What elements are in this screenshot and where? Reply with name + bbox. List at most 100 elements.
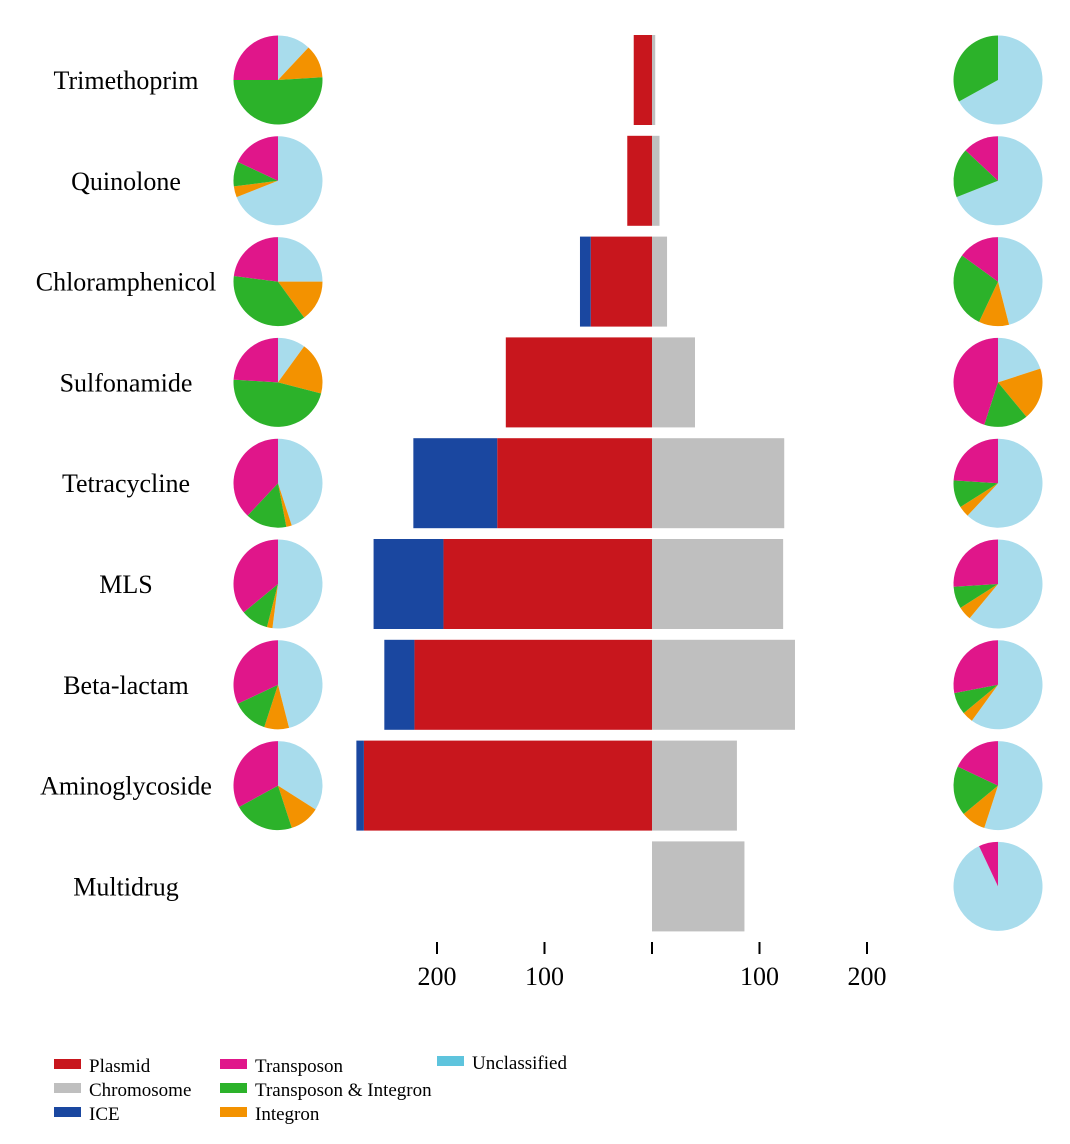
bar-quinolone-chromosome — [652, 135, 660, 226]
right-pie-sulfonamide-integron-slice — [998, 368, 1043, 417]
right-pie-beta-lactam-integron-slice — [963, 684, 998, 721]
right-pie-tetracycline-transposon-integron-slice — [953, 480, 998, 508]
left-pie-quinolone-unclassified-slice — [236, 136, 323, 226]
left-pie-tetracycline-transposon-integron-slice — [247, 483, 287, 528]
bar-mls-ice — [373, 539, 444, 629]
bar-chloramphenicol-ice — [579, 236, 591, 327]
bar-mls-chromosome — [652, 539, 784, 629]
left-pie-chloramphenicol-transposon-integron-slice — [233, 276, 305, 327]
legend-swatch-integron — [220, 1107, 247, 1117]
right-pie-trimethoprim-transposon-integron-slice — [953, 35, 998, 102]
bar-aminoglycoside-chromosome — [652, 740, 737, 831]
left-pie-beta-lactam-integron-slice — [264, 684, 290, 730]
bar-beta-lactam-chromosome — [652, 639, 795, 730]
left-pie-mls-unclassified-slice — [272, 539, 323, 629]
left-pie-sulfonamide-unclassified-slice — [278, 337, 305, 383]
right-pie-beta-lactam-unclassified-slice — [971, 640, 1043, 730]
left-pie-aminoglycoside-transposon-integron-slice — [239, 785, 292, 831]
category-labels-group: Trimethoprim Quinolone Chloramphenicol Sulf… — [36, 66, 217, 901]
category-label-mls: MLS — [99, 570, 152, 599]
left-pie-sulfonamide-integron-slice — [278, 346, 323, 394]
bar-tetracycline-plasmid — [497, 438, 652, 529]
right-pie-mls-transposon-integron-slice — [953, 584, 998, 608]
right-pie-chloramphenicol-integron-slice — [979, 281, 1010, 327]
right-pie-quinolone-transposon-integron-slice — [953, 150, 998, 198]
left-pie-tetracycline-unclassified-slice — [278, 438, 323, 526]
right-pie-multidrug-unclassified-slice — [953, 841, 1043, 931]
right-pie-sulfonamide-unclassified-slice — [998, 337, 1041, 383]
bar-beta-lactam-plasmid — [414, 639, 652, 730]
left-pie-chloramphenicol-integron-slice — [278, 281, 323, 318]
bars-group — [356, 35, 795, 932]
right-pie-tetracycline-transposon-slice — [953, 438, 998, 484]
bar-tetracycline-chromosome — [652, 438, 785, 529]
category-label-trimethoprim: Trimethoprim — [54, 66, 199, 95]
category-label-beta-lactam: Beta-lactam — [63, 671, 189, 700]
x-axis: 200 100 100 200 — [418, 942, 887, 991]
right-pie-multidrug-transposon-slice — [979, 841, 998, 887]
legend-label-transposon: Transposon — [255, 1056, 343, 1077]
right-pie-aminoglycoside-integron-slice — [963, 785, 998, 828]
left-pie-chloramphenicol-unclassified-slice — [278, 237, 323, 282]
bar-aminoglycoside-plasmid — [363, 740, 652, 831]
legend-swatch-transposon — [220, 1059, 247, 1069]
bar-quinolone-plasmid — [627, 135, 652, 226]
right-pie-chloramphenicol-transposon-integron-slice — [953, 255, 998, 322]
left-pie-quinolone-integron-slice — [233, 180, 278, 198]
category-label-multidrug: Multidrug — [73, 872, 178, 901]
right-pie-tetracycline-integron-slice — [960, 483, 998, 516]
right-pie-trimethoprim-unclassified-slice — [959, 35, 1043, 125]
bar-tetracycline-ice — [413, 438, 498, 529]
category-label-quinolone: Quinolone — [71, 167, 181, 196]
left-pie-tetracycline-integron-slice — [278, 483, 292, 527]
legend-label-integron: Integron — [255, 1104, 320, 1125]
left-pie-sulfonamide-transposon-integron-slice — [233, 379, 322, 427]
left-pie-trimethoprim-integron-slice — [278, 47, 323, 80]
right-pie-tetracycline-unclassified-slice — [967, 438, 1043, 528]
bar-mls-plasmid — [443, 539, 652, 629]
right-pie-sulfonamide-transposon-integron-slice — [984, 382, 1027, 427]
right-pie-mls-transposon-slice — [953, 539, 998, 587]
left-pie-trimethoprim-unclassified-slice — [278, 35, 309, 80]
left-pie-beta-lactam-transposon-slice — [233, 640, 278, 704]
right-pie-beta-lactam-transposon-integron-slice — [954, 684, 998, 714]
x-tick-label-right-200: 200 — [848, 962, 887, 991]
left-pie-sulfonamide-transposon-slice — [233, 337, 278, 383]
right-pie-sulfonamide-transposon-slice — [953, 337, 998, 425]
right-pie-quinolone-unclassified-slice — [956, 136, 1043, 226]
right-pie-aminoglycoside-transposon-integron-slice — [953, 766, 998, 814]
left-pie-mls-integron-slice — [266, 584, 278, 629]
x-tick-label-left-200: 200 — [418, 962, 457, 991]
legend-label-transposon-integron: Transposon & Integron — [255, 1080, 432, 1101]
right-pies-group — [953, 35, 1043, 931]
legend-swatch-transposon-integron — [220, 1083, 247, 1093]
bar-beta-lactam-ice — [384, 639, 415, 730]
legend-swatch-ice — [54, 1107, 81, 1117]
category-label-aminoglycoside: Aminoglycoside — [40, 772, 212, 801]
bar-trimethoprim-chromosome — [652, 35, 656, 125]
category-label-chloramphenicol: Chloramphenicol — [36, 268, 217, 297]
right-pie-aminoglycoside-unclassified-slice — [984, 741, 1043, 831]
legend-swatch-chromosome — [54, 1083, 81, 1093]
bar-multidrug-chromosome — [652, 841, 745, 932]
left-pie-beta-lactam-unclassified-slice — [278, 640, 323, 728]
bar-sulfonamide-plasmid — [505, 337, 652, 428]
right-pie-chloramphenicol-unclassified-slice — [998, 237, 1043, 325]
left-pies-group — [233, 35, 323, 831]
legend-label-ice: ICE — [89, 1104, 120, 1125]
left-pie-aminoglycoside-unclassified-slice — [278, 741, 323, 810]
legend-swatch-unclassified — [437, 1056, 464, 1066]
left-pie-aminoglycoside-transposon-slice — [233, 741, 278, 808]
category-label-sulfonamide: Sulfonamide — [60, 368, 193, 397]
right-pie-aminoglycoside-transposon-slice — [957, 741, 998, 786]
legend-swatch-plasmid — [54, 1059, 81, 1069]
legend-label-chromosome: Chromosome — [89, 1080, 191, 1101]
left-pie-tetracycline-transposon-slice — [233, 438, 278, 516]
left-pie-quinolone-transposon-slice — [237, 136, 278, 181]
left-pie-mls-transposon-slice — [233, 539, 278, 613]
left-pie-trimethoprim-transposon-slice — [233, 35, 278, 80]
left-pie-quinolone-transposon-integron-slice — [233, 161, 278, 187]
left-pie-trimethoprim-transposon-integron-slice — [233, 77, 323, 125]
right-pie-quinolone-transposon-slice — [965, 136, 998, 181]
legend-label-unclassified: Unclassified — [472, 1053, 567, 1074]
